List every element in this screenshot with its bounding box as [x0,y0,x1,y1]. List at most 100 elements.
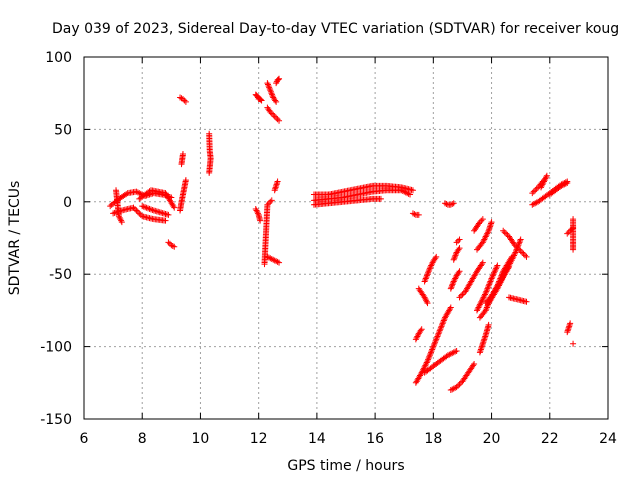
data-point [264,81,271,88]
data-point [512,249,519,256]
data-point [441,200,448,207]
data-point [532,187,539,194]
data-point [265,200,272,207]
data-point [482,235,489,241]
data-point [423,274,430,281]
data-point [136,210,143,217]
data-point [491,268,498,275]
data-point [480,294,487,301]
data-point [426,266,433,273]
data-point [433,334,440,341]
data-point [430,342,437,349]
chart-title: Day 039 of 2023, Sidereal Day-to-day VTE… [52,21,619,37]
x-axis-label: GPS time / hours [287,458,404,474]
data-point [412,336,419,343]
data-point [182,98,189,105]
data-point [257,95,264,102]
data-point [409,187,416,194]
data-point [447,350,454,357]
data-point [268,90,275,97]
data-point [479,295,486,302]
data-point [489,274,496,281]
data-point [520,250,527,257]
data-point [133,207,140,214]
data-point [428,347,435,354]
data-point [420,365,427,372]
data-point [431,340,438,347]
data-point [131,206,138,213]
data-point [252,206,259,213]
data-point [274,116,281,123]
data-point [139,203,146,210]
y-tick-label: -100 [40,340,72,356]
data-point [267,87,274,94]
data-point [450,385,457,392]
data-point [179,151,186,158]
data-point [449,386,456,393]
data-point [543,172,550,179]
data-point [273,114,280,121]
data-point [488,275,495,282]
data-point [529,201,536,208]
x-tick-label: 10 [192,431,210,447]
data-point [405,190,412,197]
data-point [483,232,490,239]
data-point [270,256,277,263]
data-point [438,323,445,330]
data-point [424,300,431,307]
y-tick-label: 50 [54,122,72,138]
data-point [479,259,486,266]
data-point [433,253,440,260]
data-point [567,320,574,327]
data-point [479,297,486,304]
data-point [493,263,500,270]
data-point [451,253,458,260]
data-point [407,191,414,198]
data-point [515,240,522,247]
x-tick-label: 18 [424,431,442,447]
data-point [453,239,460,246]
data-point [456,236,463,243]
data-point [450,200,457,207]
data-point [415,211,422,218]
data-point [516,246,523,253]
y-axis-label: SDTVAR / TECUs [7,181,23,296]
data-point [417,327,424,334]
data-point [489,272,496,279]
data-point [494,262,501,269]
data-point [533,185,540,192]
data-point [257,96,264,103]
data-point [428,262,435,269]
data-point [404,190,411,197]
data-point [271,257,278,264]
data-point [117,216,124,223]
data-point [274,77,281,84]
data-point [267,88,274,95]
data-point [130,204,137,211]
data-point [490,271,497,278]
data-point [414,333,421,340]
data-point [493,287,500,294]
data-point [456,245,463,252]
data-point [483,304,490,311]
data-point [541,177,548,184]
data-point [147,206,154,213]
data-point [448,282,455,289]
data-point [270,111,277,118]
data-point [258,97,265,104]
data-point [398,187,405,194]
data-point [177,94,184,101]
data-point [268,255,275,262]
data-point [450,349,457,356]
data-point [449,281,456,288]
data-point [482,290,489,297]
data-point [276,75,283,82]
data-point [478,298,485,305]
data-point [253,207,260,214]
data-point [118,219,125,226]
data-point [169,242,176,249]
data-point [446,351,453,358]
data-point [451,255,458,262]
x-tick-label: 12 [250,431,268,447]
data-point [429,345,436,352]
